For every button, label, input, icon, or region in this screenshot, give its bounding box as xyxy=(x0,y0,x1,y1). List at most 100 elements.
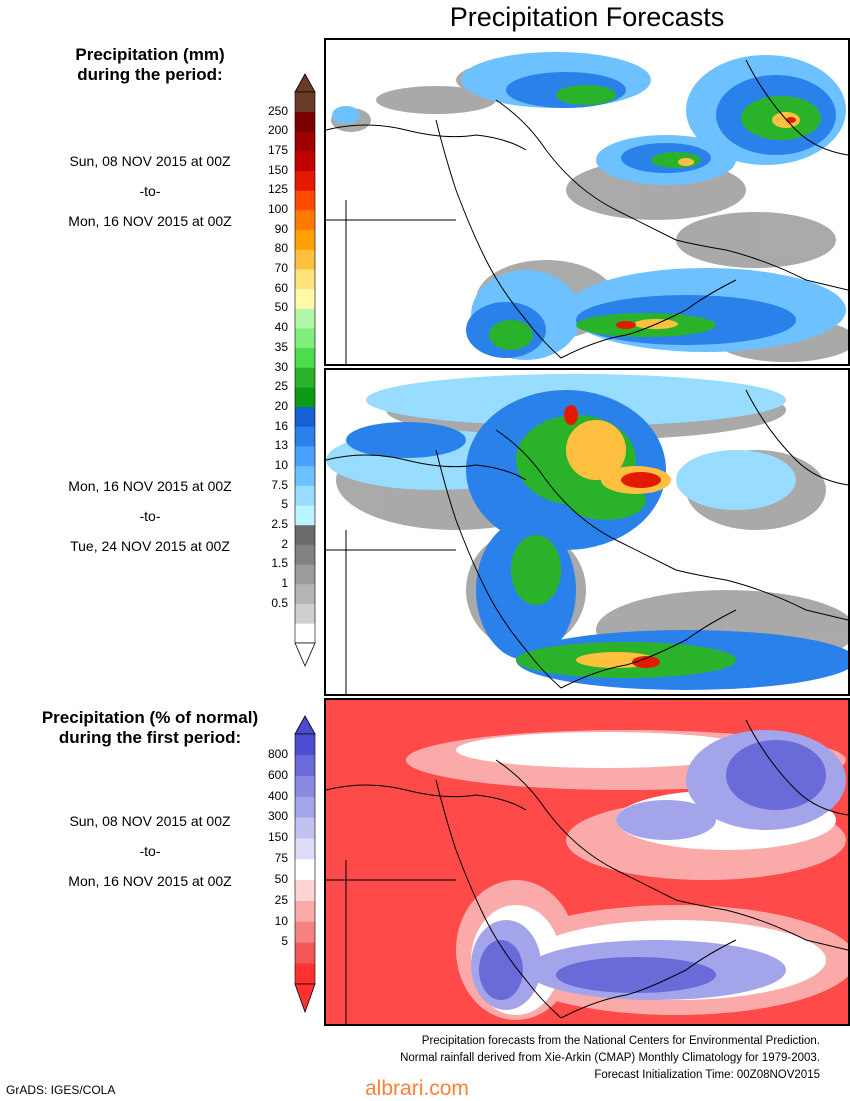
precip-colorbar-label: 0.5 xyxy=(271,595,288,610)
precip-map-week1 xyxy=(326,40,848,364)
map-panel-week2 xyxy=(324,368,850,696)
precip-colorbar-cell xyxy=(295,210,315,231)
precip-colorbar-label: 175 xyxy=(267,143,288,158)
anomaly-top-arrow xyxy=(294,715,316,735)
precip-colorbar-label: 1.5 xyxy=(271,556,288,571)
anomaly-colorbar-label: 300 xyxy=(267,809,288,824)
period1-end: Mon, 16 NOV 2015 at 00Z xyxy=(68,213,232,229)
precip-legend-title-line2: during the period: xyxy=(77,65,223,84)
precip-colorbar-cell xyxy=(295,229,315,250)
precip-colorbar-cell xyxy=(295,170,315,191)
precip-colorbar-cell xyxy=(295,111,315,132)
precip-colorbar-cell xyxy=(295,288,315,309)
precip-colorbar-cell xyxy=(295,249,315,270)
anomaly-colorbar-label: 800 xyxy=(267,746,288,761)
anomaly-map xyxy=(326,700,848,1024)
precip-colorbar-label: 90 xyxy=(274,221,288,236)
precip-colorbar-cell xyxy=(295,387,315,408)
precip-colorbar-cell xyxy=(295,564,315,585)
period2-end: Tue, 24 NOV 2015 at 00Z xyxy=(70,538,230,554)
period2-to: -to- xyxy=(139,508,161,524)
precip-colorbar-cell xyxy=(295,446,315,467)
precip-colorbar-label: 125 xyxy=(267,182,288,197)
credits-line2: Normal rainfall derived from Xie-Arkin (… xyxy=(400,1052,820,1064)
precip-colorbar-label: 80 xyxy=(274,241,288,256)
precip-colorbar-cell xyxy=(295,544,315,565)
map-panel-week1 xyxy=(324,38,850,366)
precip-colorbar xyxy=(294,73,316,668)
grads-credit: GrADS: IGES/COLA xyxy=(6,1083,116,1097)
precip-colorbar-cell xyxy=(295,92,315,112)
page-title: Precipitation Forecasts xyxy=(449,2,725,32)
anomaly-legend-title-line1: Precipitation (% of normal) xyxy=(41,708,259,727)
anomaly-colorbar-label: 150 xyxy=(267,830,288,845)
precip-colorbar-label: 200 xyxy=(267,123,288,138)
anomaly-colorbar-label: 5 xyxy=(281,934,288,949)
period1-start: Sun, 08 NOV 2015 at 00Z xyxy=(69,153,231,169)
precip-colorbar-cell xyxy=(295,328,315,349)
precip-colorbar-cell xyxy=(295,367,315,388)
anomaly-colorbar xyxy=(294,715,316,1014)
precip-colorbar-label: 35 xyxy=(274,339,288,354)
period3-end: Mon, 16 NOV 2015 at 00Z xyxy=(68,873,232,889)
credits: Precipitation forecasts from the Nationa… xyxy=(400,1033,820,1084)
precip-colorbar-cell xyxy=(295,151,315,172)
precip-colorbar-label: 7.5 xyxy=(271,477,288,492)
precip-colorbar-label: 150 xyxy=(267,162,288,177)
precip-colorbar-label: 250 xyxy=(267,103,288,118)
precip-colorbar-cell xyxy=(295,131,315,152)
colorbar-top-arrow xyxy=(294,73,316,93)
anomaly-colorbar-label: 75 xyxy=(274,851,288,865)
precip-colorbar-label: 20 xyxy=(274,398,288,413)
precip-colorbar-label: 10 xyxy=(274,457,288,472)
precip-colorbar-cell xyxy=(295,269,315,290)
precip-colorbar-label: 100 xyxy=(267,202,288,217)
colorbar-bottom-arrow xyxy=(294,642,316,668)
precip-colorbar-cell xyxy=(295,485,315,506)
precip-colorbar-label: 60 xyxy=(274,280,288,295)
precip-colorbar-label: 40 xyxy=(274,320,288,335)
precip-map-week2 xyxy=(326,370,848,694)
map-panel-anomaly xyxy=(324,698,850,1026)
precip-colorbar-label: 30 xyxy=(274,359,288,374)
anomaly-colorbar-cell xyxy=(295,963,315,985)
precip-colorbar-cell xyxy=(295,426,315,447)
precip-colorbar-cell xyxy=(295,465,315,486)
precip-colorbar-cell xyxy=(295,190,315,211)
precip-colorbar-label: 1 xyxy=(281,575,288,590)
period1-to: -to- xyxy=(139,183,161,199)
precip-colorbar-cells xyxy=(294,91,316,644)
anomaly-colorbar-cell xyxy=(295,921,315,943)
precip-colorbar-label: 50 xyxy=(274,300,288,315)
credits-line3: Forecast Initialization Time: 00Z08NOV20… xyxy=(594,1069,820,1081)
precip-colorbar-label: 70 xyxy=(274,261,288,276)
precip-legend-title: Precipitation (mm) during the period: xyxy=(40,45,260,85)
precip-colorbar-label: 2 xyxy=(281,536,288,551)
precip-colorbar-cell xyxy=(295,524,315,545)
anomaly-colorbar-cell xyxy=(295,879,315,901)
precip-colorbar-cell xyxy=(295,347,315,368)
period3-start: Sun, 08 NOV 2015 at 00Z xyxy=(69,813,231,829)
anomaly-colorbar-cell xyxy=(295,838,315,860)
period2-start: Mon, 16 NOV 2015 at 00Z xyxy=(68,478,232,494)
precip-colorbar-cell xyxy=(295,505,315,526)
anomaly-colorbar-cell xyxy=(295,796,315,818)
anomaly-colorbar-cell xyxy=(295,900,315,922)
watermark: albrari.com xyxy=(365,1077,469,1100)
anomaly-colorbar-label: 50 xyxy=(274,871,288,886)
precip-colorbar-cell xyxy=(295,406,315,427)
anomaly-colorbar-label: 400 xyxy=(267,788,288,803)
period3-to: -to- xyxy=(139,843,161,859)
precip-colorbar-cell xyxy=(295,603,315,624)
anomaly-colorbar-label: 600 xyxy=(267,767,288,782)
precip-colorbar-cell xyxy=(295,583,315,604)
anomaly-colorbar-cell xyxy=(295,734,315,756)
precip-colorbar-cell xyxy=(295,623,315,644)
anomaly-colorbar-cell xyxy=(295,942,315,964)
anomaly-colorbar-cell xyxy=(295,859,315,881)
anomaly-colorbar-label: 10 xyxy=(274,913,288,928)
precip-legend-title-line1: Precipitation (mm) xyxy=(75,45,225,64)
precip-colorbar-label: 13 xyxy=(274,438,288,453)
precip-colorbar-label: 16 xyxy=(274,418,288,433)
anomaly-colorbar-cell xyxy=(295,775,315,797)
